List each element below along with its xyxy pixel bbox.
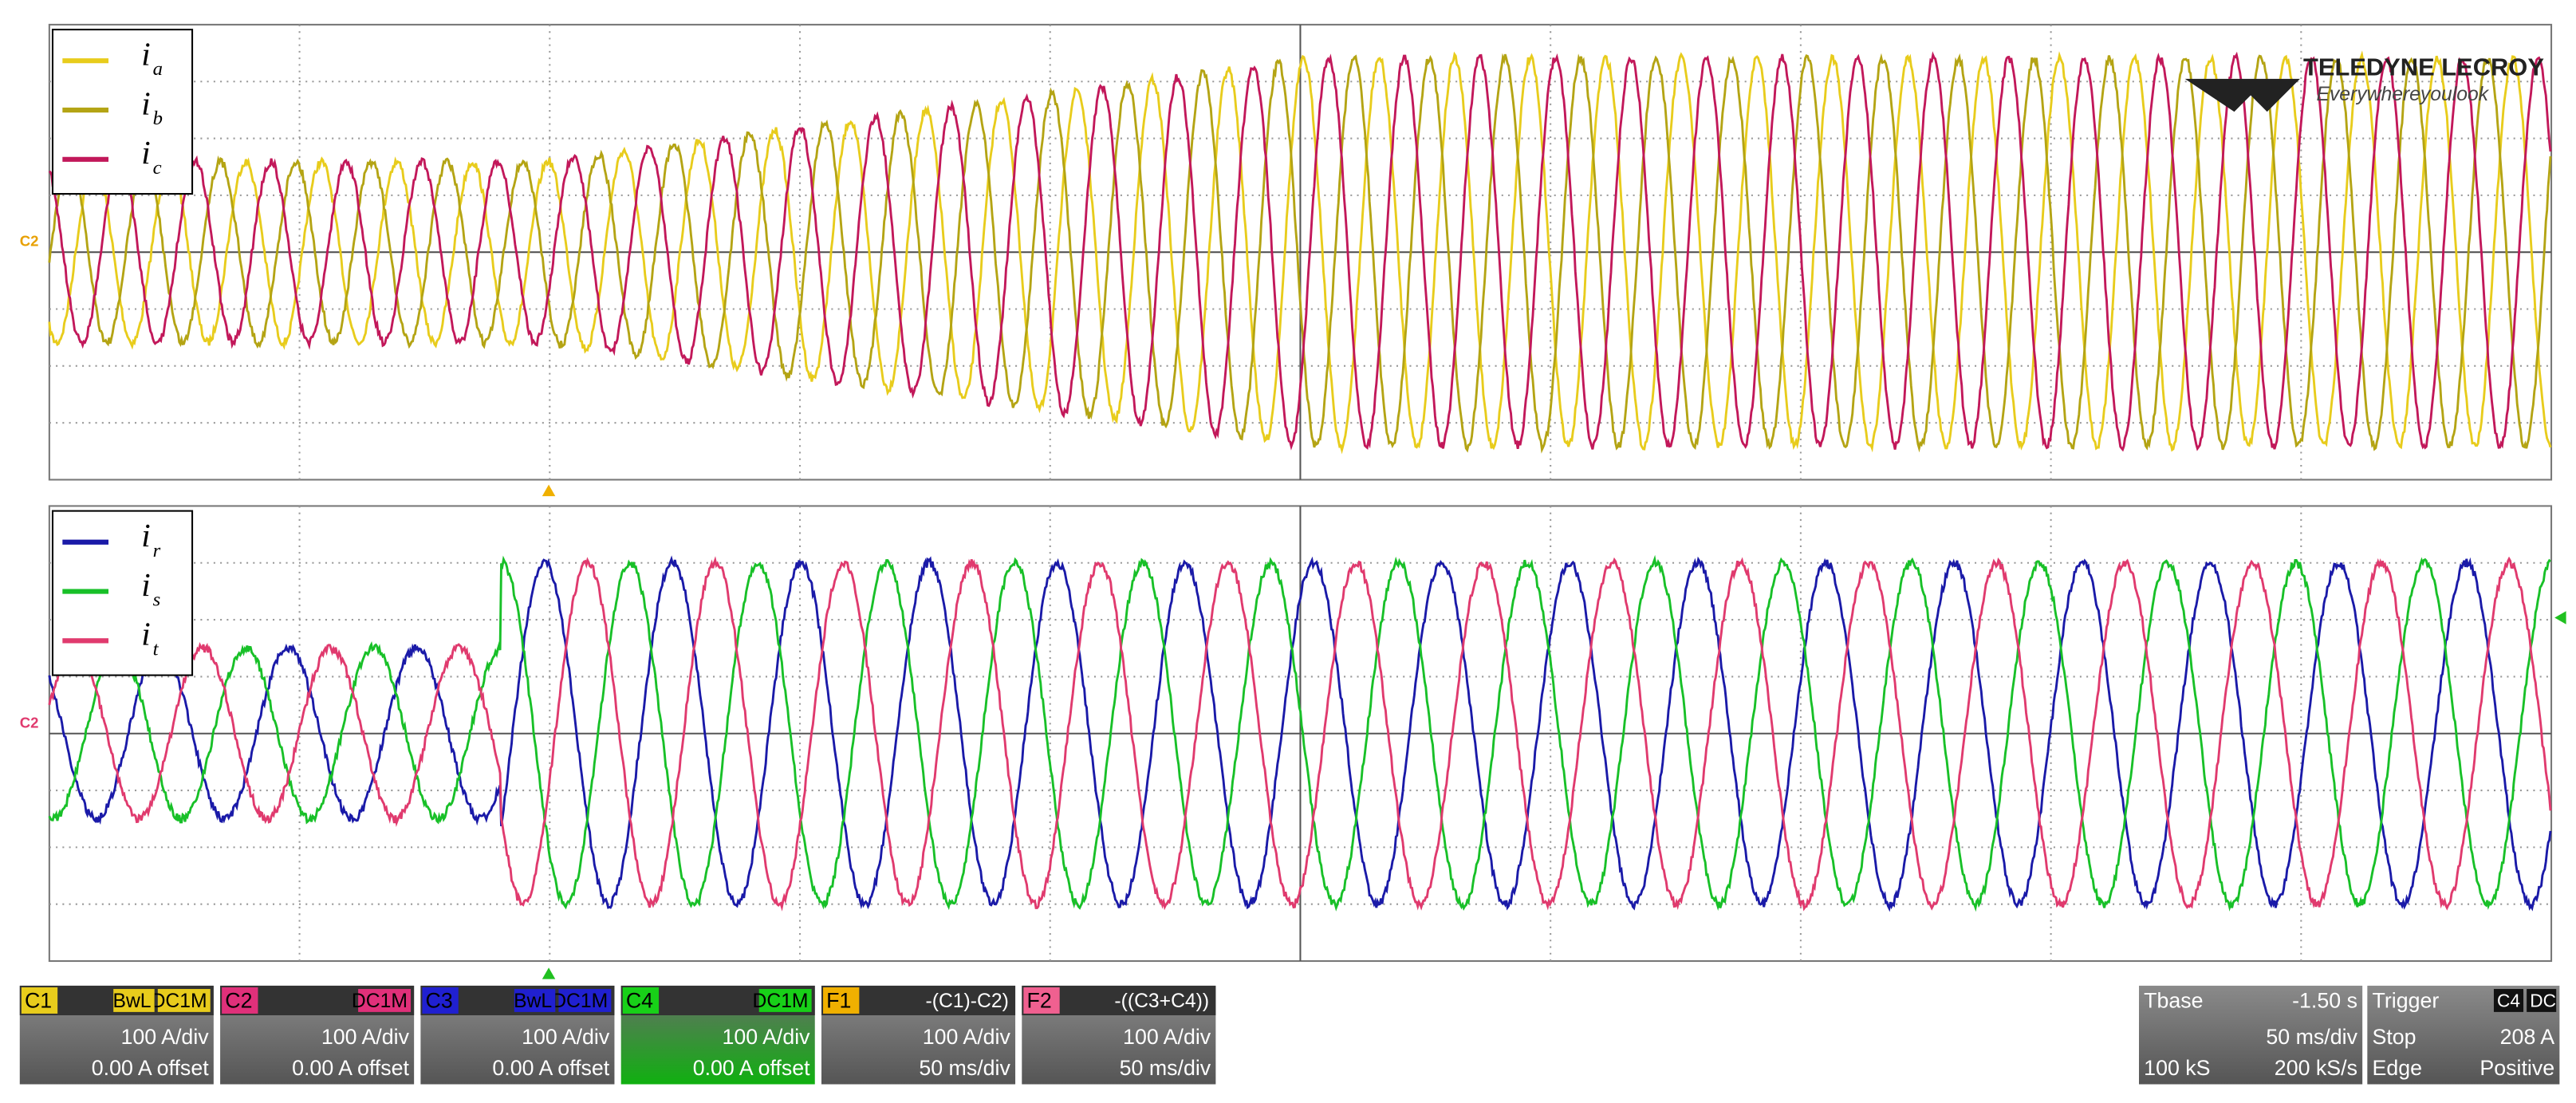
logo-brand: TELEDYNE LECROY [2303,53,2544,81]
timebase-scale: 50 ms/div [2266,1025,2357,1049]
timebase-panel [2139,985,2363,1085]
timebase-delay: -1.50 s [2292,989,2357,1013]
trigger-mode: Stop [2373,1025,2416,1049]
trigger-tag-box [2493,989,2524,1012]
channel-id: C4 [626,989,653,1013]
legend-symbol: i [141,36,150,73]
channel-setting: 50 ms/div [919,1056,1010,1080]
channel-id-box [422,987,459,1014]
level-marker [2554,611,2566,624]
channel-id: C1 [25,989,52,1013]
channel-marker: C2 [20,233,39,250]
channel-id: F2 [1026,989,1051,1013]
channel-tag-box [113,989,155,1012]
channel-tag-box [758,989,812,1012]
channel-tag: DC1M [352,991,408,1012]
trigger-source: C4 [2497,991,2520,1011]
channel-setting: 0.00 A offset [92,1056,209,1080]
channel-tag: -((C3+C4)) [1114,991,1209,1012]
channel-tag-box [157,989,211,1012]
trigger-label: Trigger [2373,989,2440,1013]
trigger-marker [542,484,556,497]
trigger-coupling: DC [2530,991,2556,1011]
trace [48,554,2551,912]
legend-symbol: i [141,134,150,171]
legend-subscript: t [153,638,160,660]
channel-setting: 100 A/div [1123,1025,1211,1049]
channel-tag: -(C1)-C2) [926,991,1009,1012]
channel-setting: 50 ms/div [1120,1056,1211,1080]
channel-tag-box [558,989,612,1012]
channel-id: C3 [426,989,453,1013]
channel-tag-box [514,989,556,1012]
trace [48,555,2552,912]
legend-subscript: a [153,58,163,80]
channel-tag: DC1M [753,991,809,1012]
timebase-label: Tbase [2144,989,2203,1013]
trace [48,556,2552,912]
channel-id: F1 [826,989,851,1013]
trigger-slope: Positive [2479,1056,2554,1080]
trigger-tag-box [2527,989,2557,1012]
channel-tag: BwL [113,991,152,1012]
legend-box [51,29,194,195]
channel-setting: 100 A/div [121,1025,210,1049]
channel-tag: DC1M [152,991,207,1012]
channel-setting: 100 A/div [923,1025,1011,1049]
channel-setting: 0.00 A offset [492,1056,609,1080]
channel-id-box [1023,987,1060,1014]
trace [48,53,2552,454]
trace [48,50,2552,455]
channel-setting: 0.00 A offset [693,1056,810,1080]
legend-subscript: b [153,108,163,129]
logo-icon [2184,78,2300,112]
trigger-type: Edge [2373,1056,2423,1080]
legend-subscript: c [153,157,162,179]
channel-tag: DC1M [552,991,608,1012]
channel-tag: BwL [514,991,552,1012]
trigger-level: 208 A [2500,1025,2555,1049]
channel-setting: 100 A/div [722,1025,810,1049]
trigger-marker [542,967,556,979]
channel-id-box [823,987,860,1014]
legend-symbol: i [141,85,150,121]
channel-id-box [21,987,58,1014]
channel-setting: 100 A/div [321,1025,410,1049]
trace [48,51,2552,452]
timebase-samples: 100 kS [2144,1056,2210,1080]
channel-id-box [622,987,660,1014]
timebase-rate: 200 kS/s [2275,1056,2357,1080]
channel-tag-box [358,989,412,1012]
legend-symbol: i [141,517,150,553]
legend-subscript: r [153,540,161,561]
legend-symbol: i [141,566,150,603]
logo-tagline: Everywhereyoulook [2316,84,2489,105]
channel-setting: 100 A/div [522,1025,610,1049]
legend-symbol: i [141,616,150,652]
channel-id-box [222,987,258,1014]
channel-setting: 0.00 A offset [292,1056,409,1080]
channel-marker: C2 [20,714,39,731]
channel-id: C2 [225,989,252,1013]
legend-subscript: s [153,589,161,611]
